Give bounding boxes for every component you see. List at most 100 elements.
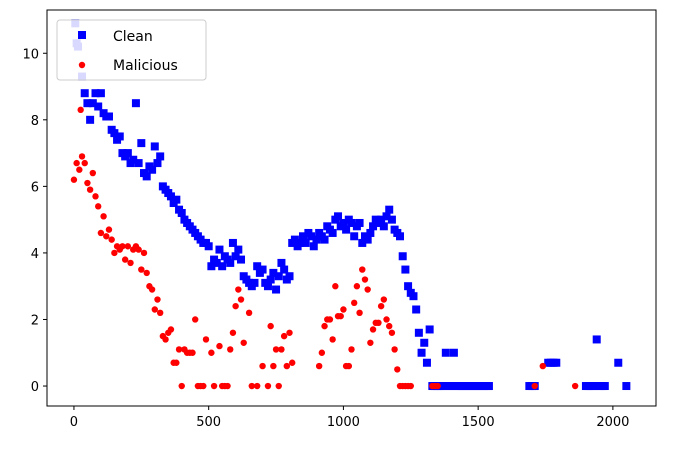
clean-point [274,272,283,281]
malicious-point [248,382,255,390]
x-tick-label: 0 [70,415,78,430]
malicious-point [359,266,366,273]
malicious-point [367,339,374,346]
clean-point [131,99,140,108]
clean-point [207,262,216,271]
clean-point [484,382,493,391]
malicious-point [224,382,231,390]
malicious-point [208,349,215,356]
malicious-point [289,359,296,366]
clean-point [258,265,267,274]
y-tick-label: 4 [31,247,39,262]
malicious-point [350,299,358,307]
malicious-point [216,342,223,350]
clean-point [129,155,138,164]
malicious-point [89,169,97,177]
malicious-point [280,332,288,340]
malicious-point [270,362,277,370]
clean-point [237,255,246,264]
malicious-point [138,266,145,273]
malicious-point [73,159,80,167]
clean-point [212,258,221,267]
malicious-point [259,362,266,370]
malicious-point [356,309,363,317]
clean-point [215,245,224,254]
clean-point [148,165,157,174]
x-tick-label: 1500 [462,415,495,430]
malicious-point [77,106,84,114]
clean-point [447,382,456,391]
malicious-point [100,213,107,220]
clean-point [409,292,418,301]
legend: Clean Malicious [56,19,207,81]
malicious-point [94,203,102,210]
malicious-point [267,322,274,330]
clean-point [398,252,407,261]
malicious-point [571,382,579,390]
malicious-point [151,306,158,313]
malicious-point [380,296,388,303]
malicious-point [434,382,441,390]
clean-point [290,235,299,244]
malicious-point [386,322,393,330]
clean-point [94,102,103,111]
clean-point [156,152,165,161]
clean-point [263,282,272,291]
legend-marker-clean [78,31,86,39]
malicious-point [407,382,414,390]
clean-point [296,238,305,247]
clean-point [417,348,426,357]
clean-point [363,235,372,244]
malicious-point [329,336,336,343]
malicious-point [353,283,361,290]
malicious-point [337,312,344,320]
malicious-point [237,296,245,303]
clean-point [110,129,119,138]
clean-point [150,142,159,151]
malicious-point [348,346,355,353]
malicious-point [143,269,150,277]
malicious-point [121,256,129,263]
clean-point [379,222,388,231]
malicious-point [105,226,113,233]
malicious-point [92,193,99,200]
clean-point [134,159,143,168]
malicious-point [70,176,78,183]
malicious-point [111,249,118,257]
malicious-point [210,382,218,390]
clean-point [123,149,132,158]
malicious-point [78,153,86,160]
clean-point [382,212,391,221]
clean-point [91,89,100,98]
clean-point [350,232,359,241]
x-tick-label: 1000 [327,415,360,430]
clean-point [177,208,186,217]
malicious-point [189,349,196,356]
clean-point [355,218,364,227]
legend-box [56,19,207,81]
malicious-point [383,316,390,323]
legend-label-clean: Clean [113,29,153,45]
clean-point [218,262,227,271]
clean-point [387,215,396,224]
malicious-point [245,309,253,317]
series-clean [71,19,631,391]
clean-point [600,382,609,391]
malicious-point [156,309,164,317]
clean-point [153,159,162,168]
malicious-point [148,286,156,293]
malicious-point [173,359,180,366]
malicious-point [167,326,175,333]
malicious-point [539,362,547,370]
malicious-point [235,286,242,293]
malicious-point [175,346,183,353]
clean-point [272,285,281,294]
clean-point [401,265,410,274]
malicious-point [119,243,126,250]
malicious-point [124,243,132,250]
clean-point [88,99,97,108]
malicious-point [375,319,382,327]
clean-point [266,275,275,284]
malicious-point [162,336,169,343]
clean-point [614,358,623,367]
